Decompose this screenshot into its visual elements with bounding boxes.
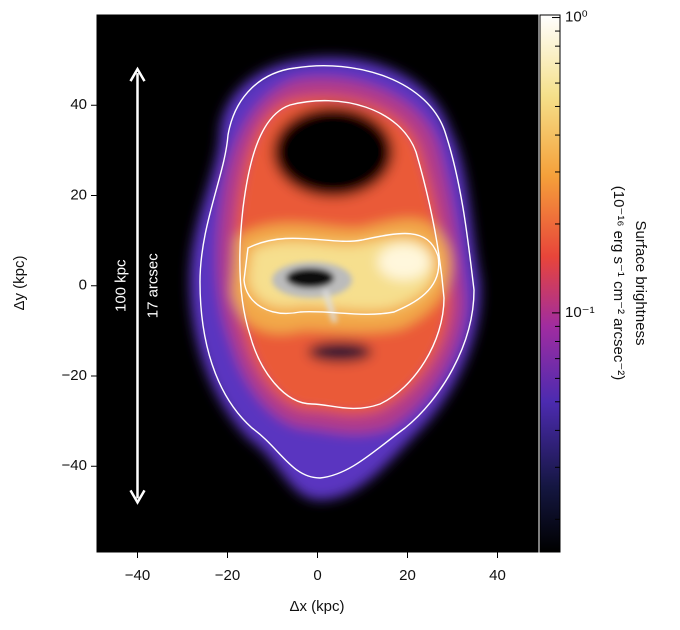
- colorbar: [539, 14, 561, 553]
- colorbar-label: Surface brightness: [632, 220, 649, 345]
- y-tick-label: −40: [62, 457, 87, 474]
- x-axis-label: Δx (kpc): [289, 598, 344, 615]
- y-tick-label: 0: [79, 277, 87, 294]
- y-tick-label: 20: [70, 186, 87, 203]
- y-tick-label: 40: [70, 96, 87, 113]
- colorbar-tick-label: 10⁻¹: [565, 304, 595, 321]
- x-tick-label: 40: [489, 567, 506, 584]
- scale-bar-label: 17 arcsec: [144, 253, 161, 319]
- y-axis-label: Δy (kpc): [11, 255, 28, 310]
- colorbar-tick-label: 10⁰: [565, 9, 588, 26]
- colorbar-units: (10⁻¹⁶ erg s⁻¹ cm⁻² arcsec⁻²): [610, 186, 627, 381]
- x-tick-label: −20: [215, 567, 240, 584]
- y-tick-label: −20: [62, 367, 87, 384]
- scale-bar-arrowhead: [129, 66, 146, 82]
- scale-bar-arrowhead: [129, 489, 146, 505]
- x-tick-label: 0: [313, 567, 321, 584]
- x-tick-label: 20: [399, 567, 416, 584]
- x-tick-label: −40: [125, 567, 150, 584]
- image: [97, 15, 538, 552]
- scale-bar-label: 100 kpc: [112, 259, 129, 312]
